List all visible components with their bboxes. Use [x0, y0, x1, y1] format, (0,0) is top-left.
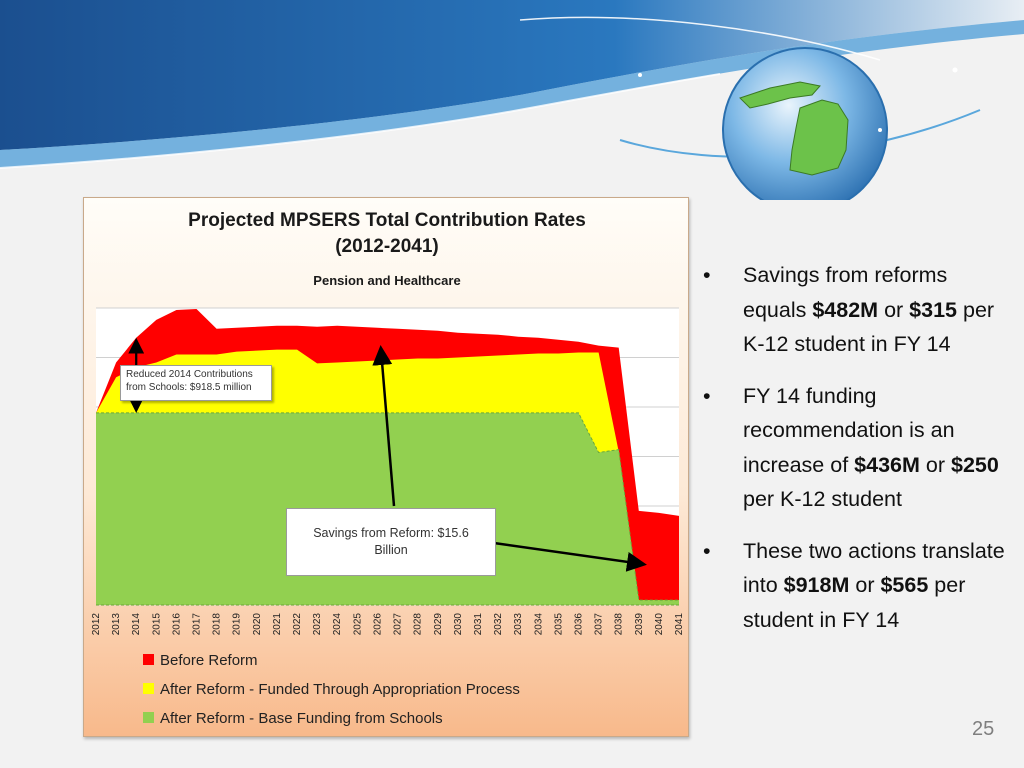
x-tick-label: 2034	[533, 613, 544, 636]
x-tick-label: 2039	[634, 613, 645, 636]
bullet-segment: or	[849, 573, 881, 597]
arrow-savings-top	[372, 345, 396, 507]
x-tick-label: 2029	[433, 613, 444, 636]
bullet-mark: •	[703, 263, 711, 287]
header-banner	[0, 0, 1024, 200]
x-tick-label: 2028	[413, 613, 424, 636]
page-number: 25	[972, 718, 995, 740]
bullet-segment: or	[919, 452, 951, 477]
legend-swatch	[143, 654, 154, 665]
arrow-savings-right	[493, 541, 647, 572]
x-tick-label: 2018	[212, 613, 223, 636]
x-tick-label: 2026	[372, 613, 383, 636]
x-tick-label: 2025	[352, 613, 363, 636]
legend-swatch	[143, 683, 154, 694]
x-tick-label: 2012	[91, 613, 102, 636]
chart-panel: 5.00%10.00%15.00%20.00%25.00%30.00%35.00…	[83, 197, 689, 737]
x-tick-label: 2013	[111, 613, 122, 636]
bullet-emphasis: $482M	[812, 297, 879, 322]
bullet-item: • These two actions translate into $918M …	[700, 534, 1010, 638]
bullet-emphasis: $918M	[783, 573, 850, 597]
chart-title: Projected MPSERS Total Contribution Rate…	[188, 210, 586, 231]
bullet-segment: per student in FY 14	[743, 573, 966, 632]
x-tick-label: 2017	[192, 613, 203, 636]
x-tick-label: 2036	[573, 613, 584, 636]
bullet-list: • Savings from reforms equals $482M or $3…	[700, 258, 1010, 654]
x-tick-label: 2035	[553, 613, 564, 636]
legend-swatch	[143, 712, 154, 723]
bullet-text: These two actions translate into $918M o…	[743, 534, 1010, 638]
x-tick-label: 2038	[614, 613, 625, 636]
base-funding-line	[96, 412, 679, 601]
bullet-emphasis: $250	[950, 452, 999, 477]
x-tick-label: 2040	[654, 613, 665, 636]
chart-title-years: (2012-2041)	[335, 236, 439, 257]
bullet-text: FY 14 funding recommendation is an incre…	[743, 379, 1010, 517]
bullet-emphasis: $315	[909, 297, 958, 322]
bullet-mark: •	[703, 538, 711, 563]
x-tick-label: 2015	[151, 613, 162, 636]
x-tick-label: 2014	[131, 613, 142, 636]
legend-entry: After Reform - Base Funding from Schools	[160, 710, 443, 727]
x-tick-label: 2021	[272, 613, 283, 636]
bullet-segment: FY 14 funding recommendation is an incre…	[743, 383, 955, 477]
x-tick-label: 2032	[493, 613, 504, 636]
x-tick-label: 2016	[171, 613, 182, 636]
x-tick-label: 2023	[312, 613, 323, 636]
bullet-item: • Savings from reforms equals $482M or $3…	[700, 258, 1010, 362]
bullet-segment: or	[878, 297, 910, 322]
x-tick-label: 2041	[674, 613, 685, 636]
michigan-map-icon	[739, 81, 849, 176]
x-tick-label: 2030	[453, 613, 464, 636]
globe-icon	[722, 47, 888, 200]
legend-entry: Before Reform	[160, 652, 258, 669]
chart-subtitle: Pension and Healthcare	[313, 273, 461, 288]
x-tick-label: 2019	[232, 613, 243, 636]
callout-savings: Savings from Reform: $15.6 Billion	[286, 508, 496, 576]
bullet-emphasis: $565	[880, 573, 929, 597]
bullet-text: Savings from reforms equals $482M or $31…	[743, 258, 1010, 362]
x-tick-label: 2020	[252, 613, 263, 636]
x-tick-label: 2027	[393, 613, 404, 636]
x-tick-label: 2033	[513, 613, 524, 636]
contribution-rates-chart: 5.00%10.00%15.00%20.00%25.00%30.00%35.00…	[91, 307, 685, 727]
bullet-mark: •	[703, 383, 711, 408]
x-tick-label: 2022	[292, 613, 303, 636]
bullet-emphasis: $436M	[854, 452, 920, 477]
bullet-segment: per K-12 student in FY 14	[743, 297, 995, 357]
x-tick-label: 2024	[332, 613, 343, 636]
legend-entry: After Reform - Funded Through Appropriat…	[160, 681, 520, 698]
bullet-segment: These two actions translate into	[743, 538, 1005, 598]
callout-reduced-contributions: Reduced 2014 Contributions from Schools:…	[120, 365, 272, 401]
bullet-segment: per K-12 student	[743, 487, 902, 511]
bullet-item: • FY 14 funding recommendation is an incr…	[700, 379, 1010, 517]
bullet-segment: Savings from reforms equals	[743, 263, 948, 322]
x-tick-label: 2031	[473, 613, 484, 636]
x-tick-label: 2037	[594, 613, 605, 636]
